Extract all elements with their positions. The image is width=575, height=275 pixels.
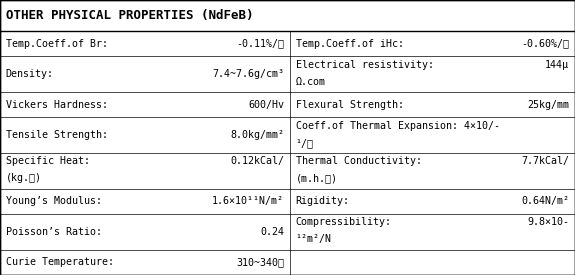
- Text: Compressibility:: Compressibility:: [296, 217, 392, 227]
- Text: 600/Hv: 600/Hv: [248, 100, 284, 109]
- Text: OTHER PHYSICAL PROPERTIES (NdFeB): OTHER PHYSICAL PROPERTIES (NdFeB): [6, 9, 253, 22]
- Text: Young’s Modulus:: Young’s Modulus:: [6, 196, 102, 206]
- Text: Flexural Strength:: Flexural Strength:: [296, 100, 404, 109]
- Text: 7.7kCal/: 7.7kCal/: [522, 156, 569, 166]
- Text: Curie Temperature:: Curie Temperature:: [6, 257, 114, 267]
- Text: Electrical resistivity:: Electrical resistivity:: [296, 60, 434, 70]
- Text: Temp.Coeff.of iHc:: Temp.Coeff.of iHc:: [296, 39, 404, 48]
- Text: Tensile Strength:: Tensile Strength:: [6, 130, 108, 140]
- Text: ¹/℃: ¹/℃: [296, 138, 313, 148]
- Text: Thermal Conductivity:: Thermal Conductivity:: [296, 156, 421, 166]
- Text: 0.12kCal/: 0.12kCal/: [230, 156, 284, 166]
- Text: 1.6×10¹¹N/m²: 1.6×10¹¹N/m²: [212, 196, 284, 206]
- Text: -0.11%/℃: -0.11%/℃: [236, 39, 284, 48]
- Text: Rigidity:: Rigidity:: [296, 196, 350, 206]
- Text: Poisson’s Ratio:: Poisson’s Ratio:: [6, 227, 102, 237]
- Text: (kg.℃): (kg.℃): [6, 173, 42, 183]
- Text: 7.4~7.6g/cm³: 7.4~7.6g/cm³: [212, 69, 284, 79]
- Text: Vickers Hardness:: Vickers Hardness:: [6, 100, 108, 109]
- Text: (m.h.℃): (m.h.℃): [296, 173, 338, 183]
- Text: 310~340℃: 310~340℃: [236, 257, 284, 267]
- Text: Density:: Density:: [6, 69, 53, 79]
- Text: -0.60%/℃: -0.60%/℃: [522, 39, 569, 48]
- Text: 0.64N/m²: 0.64N/m²: [522, 196, 569, 206]
- Text: 0.24: 0.24: [260, 227, 284, 237]
- Text: Ω.com: Ω.com: [296, 77, 325, 87]
- Text: Temp.Coeff.of Br:: Temp.Coeff.of Br:: [6, 39, 108, 48]
- Text: 144μ: 144μ: [545, 60, 569, 70]
- Text: 25kg/mm: 25kg/mm: [527, 100, 569, 109]
- Text: 9.8×10-: 9.8×10-: [527, 217, 569, 227]
- Text: Specific Heat:: Specific Heat:: [6, 156, 90, 166]
- Text: Coeff.of Thermal Expansion: 4×10/-: Coeff.of Thermal Expansion: 4×10/-: [296, 121, 500, 131]
- Text: 8.0kg/mm²: 8.0kg/mm²: [230, 130, 284, 140]
- Text: ¹²m²/N: ¹²m²/N: [296, 234, 332, 244]
